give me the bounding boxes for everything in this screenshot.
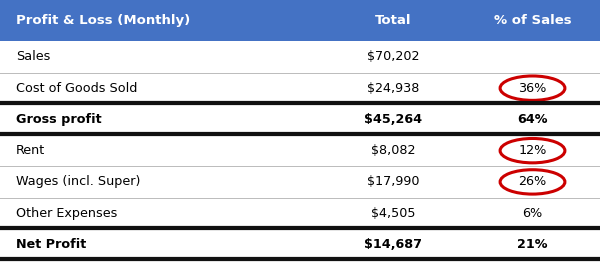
Text: $70,202: $70,202 bbox=[367, 50, 419, 63]
Text: Total: Total bbox=[375, 14, 411, 27]
Text: Net Profit: Net Profit bbox=[16, 238, 86, 251]
Text: Cost of Goods Sold: Cost of Goods Sold bbox=[16, 82, 137, 95]
Text: $14,687: $14,687 bbox=[364, 238, 422, 251]
Bar bbox=[0, 135, 600, 166]
Text: Wages (incl. Super): Wages (incl. Super) bbox=[16, 175, 140, 188]
Bar bbox=[0, 166, 600, 198]
Text: 64%: 64% bbox=[517, 113, 548, 126]
Text: 12%: 12% bbox=[518, 144, 547, 157]
Bar bbox=[0, 104, 600, 135]
Text: 26%: 26% bbox=[518, 175, 547, 188]
Bar bbox=[0, 0, 600, 41]
Text: 36%: 36% bbox=[518, 82, 547, 95]
Bar bbox=[0, 229, 600, 260]
Text: 21%: 21% bbox=[517, 238, 548, 251]
Text: Gross profit: Gross profit bbox=[16, 113, 102, 126]
Text: $45,264: $45,264 bbox=[364, 113, 422, 126]
Text: Rent: Rent bbox=[16, 144, 46, 157]
Text: % of Sales: % of Sales bbox=[494, 14, 571, 27]
Bar bbox=[0, 73, 600, 104]
Text: Profit & Loss (Monthly): Profit & Loss (Monthly) bbox=[16, 14, 190, 27]
Text: $4,505: $4,505 bbox=[371, 207, 415, 220]
Text: 6%: 6% bbox=[523, 207, 542, 220]
Text: Sales: Sales bbox=[16, 50, 50, 63]
Text: $17,990: $17,990 bbox=[367, 175, 419, 188]
Bar bbox=[0, 41, 600, 73]
Text: Other Expenses: Other Expenses bbox=[16, 207, 118, 220]
Text: $8,082: $8,082 bbox=[371, 144, 415, 157]
Bar bbox=[0, 198, 600, 229]
Text: $24,938: $24,938 bbox=[367, 82, 419, 95]
